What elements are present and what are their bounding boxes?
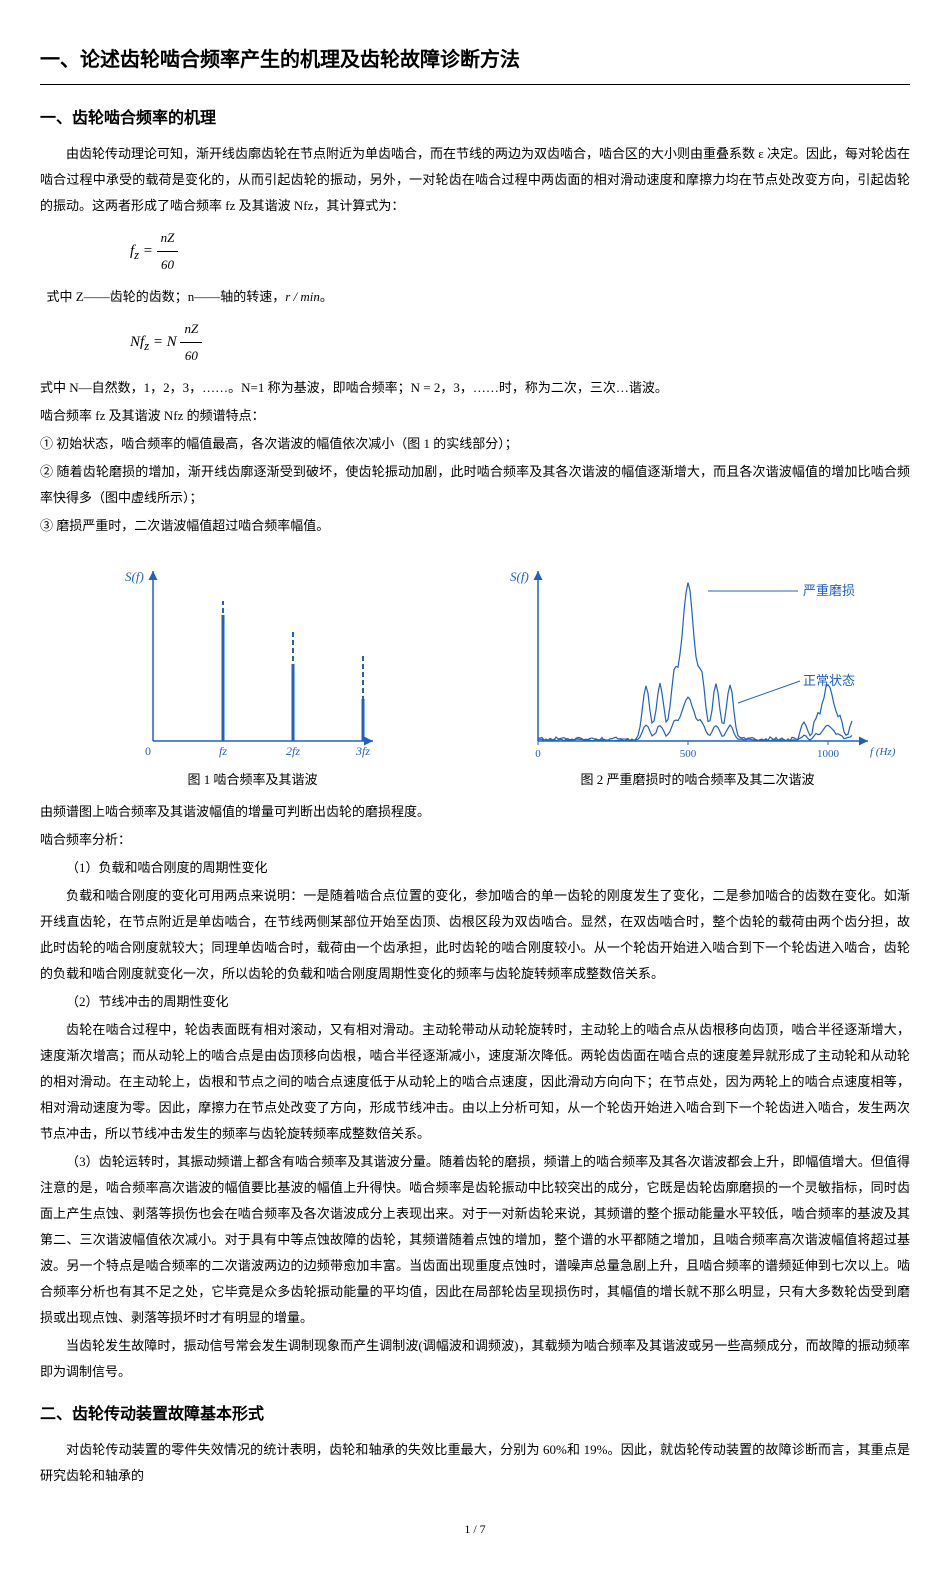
fig1-svg: S(f) 0 fz 2fz 3fz	[113, 551, 393, 761]
formula-explain: 式中 Z——齿轮的齿数；n——轴的转速，r / min。	[40, 284, 910, 310]
equals: = N	[153, 334, 177, 350]
svg-text:f (Hz): f (Hz)	[870, 746, 896, 758]
paragraph: 由频谱图上啮合频率及其谐波幅值的增量可判断出齿轮的磨损程度。	[40, 799, 910, 825]
svg-text:严重磨损: 严重磨损	[803, 583, 855, 598]
formula-Nfz: Nfz = N nZ 60	[130, 316, 910, 369]
text: 。	[320, 289, 333, 304]
paragraph: 当齿轮发生故障时，振动信号常会发生调制现象而产生调制波(调幅波和调频波)，其载频…	[40, 1333, 910, 1385]
paragraph: 齿轮在啮合过程中，轮齿表面既有相对滚动，又有相对滑动。主动轮带动从动轮旋转时，主…	[40, 1017, 910, 1147]
sub-heading-1: （1）负载和啮合刚度的周期性变化	[40, 855, 910, 881]
var: Nfz	[130, 334, 149, 350]
fraction: nZ 60	[157, 225, 179, 278]
svg-text:S(f): S(f)	[510, 569, 529, 584]
svg-text:fz: fz	[218, 744, 226, 758]
svg-text:0: 0	[535, 748, 541, 760]
list-item: ③ 磨损严重时，二次谐波幅值超过啮合频率幅值。	[40, 513, 910, 539]
svg-text:正常状态: 正常状态	[803, 673, 855, 688]
analysis-heading: 啮合频率分析：	[40, 827, 910, 853]
fraction: nZ 60	[180, 316, 202, 369]
paragraph: 对齿轮传动装置的零件失效情况的统计表明，齿轮和轴承的失效比重最大，分别为 60%…	[40, 1437, 910, 1489]
svg-text:2fz: 2fz	[285, 744, 299, 758]
equals: =	[143, 243, 153, 259]
page-number: 1 / 7	[40, 1517, 910, 1541]
svg-text:500: 500	[679, 748, 696, 760]
paragraph: 式中 N—自然数，1，2，3，……。N=1 称为基波，即啮合频率；N = 2，3…	[40, 375, 910, 401]
figure-1: S(f) 0 fz 2fz 3fz 图 1 啮合频率及其谐波	[40, 551, 465, 793]
fig2-svg: S(f) 0 500 1000 f (Hz) 严重磨损正常状态	[498, 551, 898, 761]
svg-text:1000: 1000	[817, 748, 840, 760]
figure-2: S(f) 0 500 1000 f (Hz) 严重磨损正常状态 图 2 严重磨损时的啮合频…	[485, 551, 910, 793]
list-item: ① 初始状态，啮合频率的幅值最高，各次谐波的幅值依次减小（图 1 的实线部分）；	[40, 431, 910, 457]
paragraph: 由齿轮传动理论可知，渐开线齿廓齿轮在节点附近为单齿啮合，而在节线的两边为双齿啮合…	[40, 141, 910, 219]
svg-text:0: 0	[145, 744, 151, 758]
unit: r / min	[285, 289, 320, 304]
section-2-title: 二、齿轮传动装置故障基本形式	[40, 1399, 910, 1431]
text: 式中 Z——齿轮的齿数；n——轴的转速，	[47, 289, 286, 304]
section-1-title: 一、齿轮啮合频率的机理	[40, 103, 910, 135]
paragraph-sub3: （3）齿轮运转时，其振动频谱上都含有啮合频率及其谐波分量。随着齿轮的磨损，频谱上…	[40, 1149, 910, 1331]
paragraph: 负载和啮合刚度的变化可用两点来说明：一是随着啮合点位置的变化，参加啮合的单一齿轮…	[40, 883, 910, 987]
sub-heading-2: （2）节线冲击的周期性变化	[40, 989, 910, 1015]
fig1-caption: 图 1 啮合频率及其谐波	[40, 767, 465, 793]
fig2-caption: 图 2 严重磨损时的啮合频率及其二次谐波	[485, 767, 910, 793]
paragraph: 啮合频率 fz 及其谐波 Nfz 的频谱特点：	[40, 403, 910, 429]
var: fz	[130, 243, 139, 259]
svg-text:3fz: 3fz	[354, 744, 369, 758]
formula-fz: fz = nZ 60	[130, 225, 910, 278]
svg-text:S(f): S(f)	[125, 569, 144, 584]
list-item: ② 随着齿轮磨损的增加，渐开线齿廓逐渐受到破坏，使齿轮振动加剧，此时啮合频率及其…	[40, 459, 910, 511]
figures-row: S(f) 0 fz 2fz 3fz 图 1 啮合频率及其谐波 S(f) 0 500 1000 f…	[40, 551, 910, 793]
main-title: 一、论述齿轮啮合频率产生的机理及齿轮故障诊断方法	[40, 40, 910, 85]
